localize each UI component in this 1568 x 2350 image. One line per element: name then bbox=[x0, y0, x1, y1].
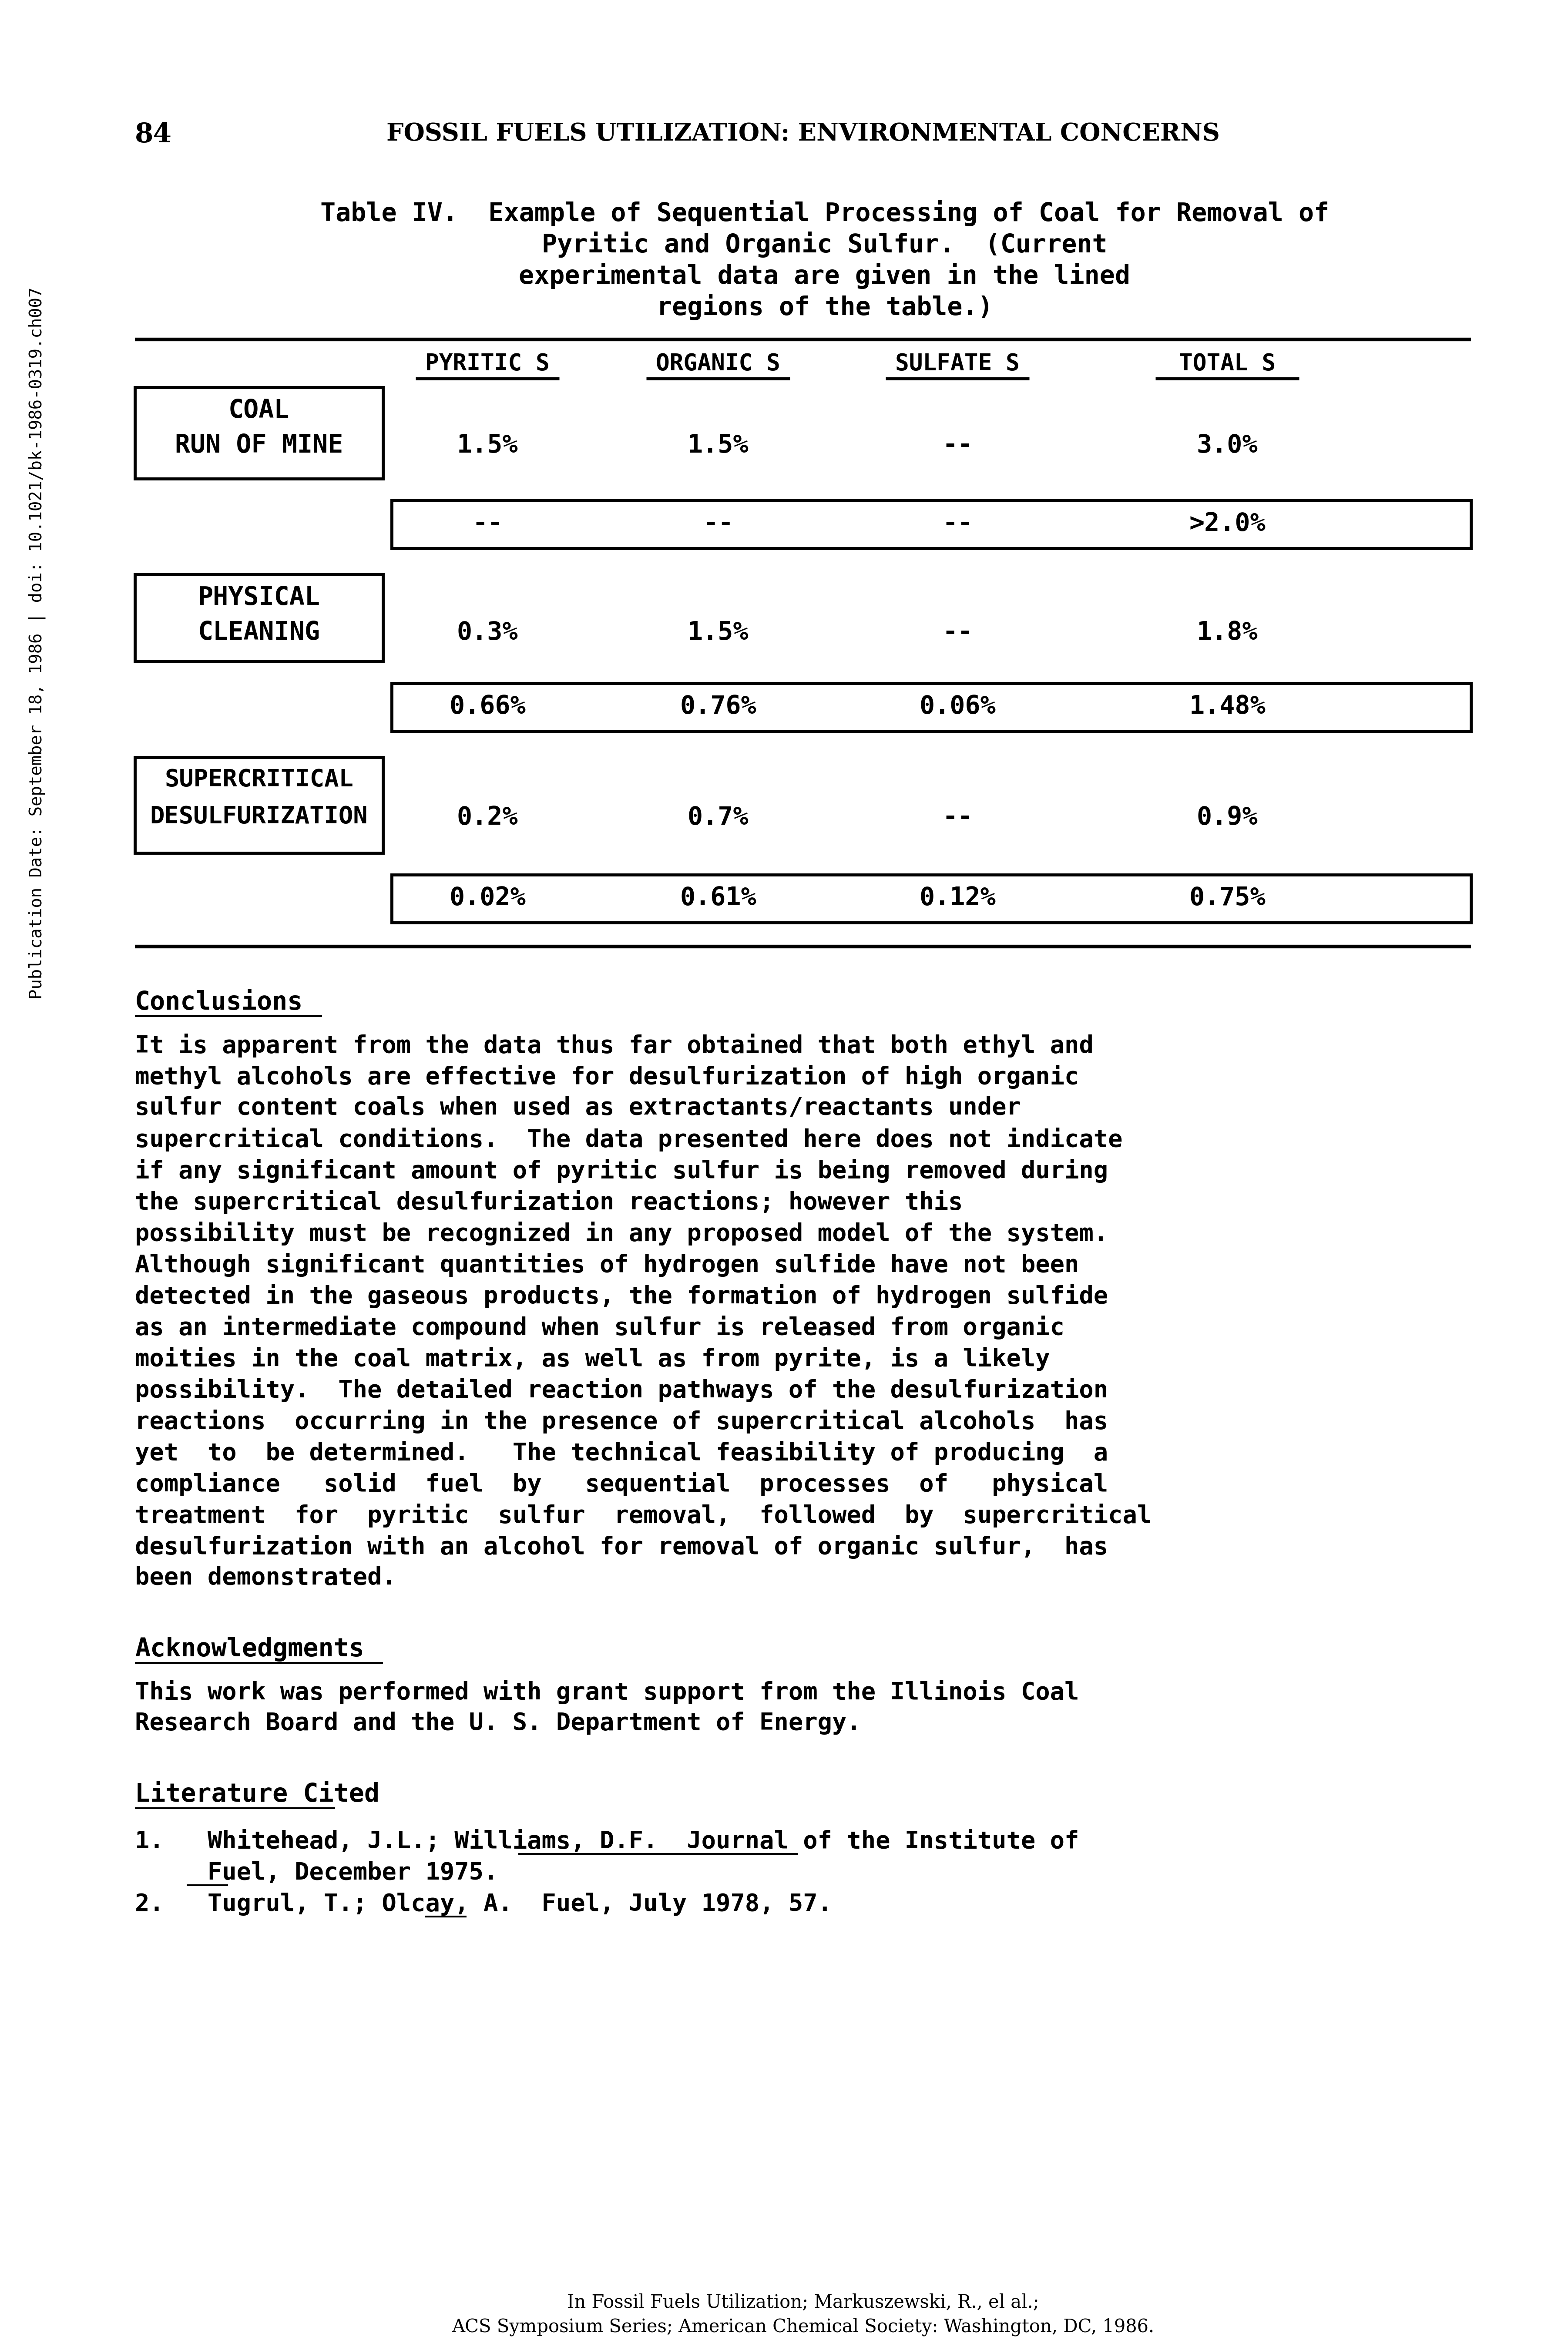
Text: 0.02%: 0.02% bbox=[448, 886, 525, 909]
Text: if any significant amount of pyritic sulfur is being removed during: if any significant amount of pyritic sul… bbox=[135, 1159, 1109, 1182]
Text: ORGANIC S: ORGANIC S bbox=[655, 352, 781, 376]
Text: --: -- bbox=[702, 512, 734, 536]
Text: detected in the gaseous products, the formation of hydrogen sulfide: detected in the gaseous products, the fo… bbox=[135, 1283, 1109, 1309]
Text: 1.5%: 1.5% bbox=[687, 620, 748, 644]
Text: 0.06%: 0.06% bbox=[919, 693, 996, 719]
Text: 1.   Whitehead, J.L.; Williams, D.F.  Journal of the Institute of: 1. Whitehead, J.L.; Williams, D.F. Journ… bbox=[135, 1831, 1079, 1854]
Text: 0.76%: 0.76% bbox=[681, 693, 756, 719]
Text: FOSSIL FUELS UTILIZATION: ENVIRONMENTAL CONCERNS: FOSSIL FUELS UTILIZATION: ENVIRONMENTAL … bbox=[386, 122, 1220, 146]
Text: compliance   solid  fuel  by   sequential  processes  of   physical: compliance solid fuel by sequential proc… bbox=[135, 1471, 1109, 1497]
Text: DESULFURIZATION: DESULFURIZATION bbox=[151, 806, 368, 827]
Text: possibility.  The detailed reaction pathways of the desulfurization: possibility. The detailed reaction pathw… bbox=[135, 1377, 1109, 1403]
Text: 0.75%: 0.75% bbox=[1189, 886, 1265, 909]
Text: 0.66%: 0.66% bbox=[448, 693, 525, 719]
Text: COAL: COAL bbox=[229, 397, 290, 423]
Text: Research Board and the U. S. Department of Energy.: Research Board and the U. S. Department … bbox=[135, 1711, 861, 1734]
Text: 0.61%: 0.61% bbox=[681, 886, 756, 909]
Text: PYRITIC S: PYRITIC S bbox=[425, 352, 550, 376]
Text: possibility must be recognized in any proposed model of the system.: possibility must be recognized in any pr… bbox=[135, 1222, 1109, 1246]
Text: the supercritical desulfurization reactions; however this: the supercritical desulfurization reacti… bbox=[135, 1189, 963, 1215]
Text: 0.9%: 0.9% bbox=[1196, 806, 1258, 830]
Text: reactions  occurring in the presence of supercritical alcohols  has: reactions occurring in the presence of s… bbox=[135, 1410, 1109, 1434]
Text: CLEANING: CLEANING bbox=[198, 620, 320, 644]
Text: Fuel, December 1975.: Fuel, December 1975. bbox=[135, 1861, 499, 1885]
Text: Publication Date: September 18, 1986 | doi: 10.1021/bk-1986-0319.ch007: Publication Date: September 18, 1986 | d… bbox=[28, 287, 45, 999]
Text: yet  to  be determined.   The technical feasibility of producing  a: yet to be determined. The technical feas… bbox=[135, 1441, 1109, 1464]
Text: 1.5%: 1.5% bbox=[456, 432, 517, 458]
Text: supercritical conditions.  The data presented here does not indicate: supercritical conditions. The data prese… bbox=[135, 1128, 1123, 1152]
Text: 0.3%: 0.3% bbox=[456, 620, 517, 644]
Text: Pyritic and Organic Sulfur.  (Current: Pyritic and Organic Sulfur. (Current bbox=[543, 233, 1107, 258]
Text: 3.0%: 3.0% bbox=[1196, 432, 1258, 458]
Text: SULFATE S: SULFATE S bbox=[895, 352, 1019, 376]
Text: It is apparent from the data thus far obtained that both ethyl and: It is apparent from the data thus far ob… bbox=[135, 1034, 1093, 1058]
Text: sulfur content coals when used as extractants/reactants under: sulfur content coals when used as extrac… bbox=[135, 1095, 1021, 1119]
Text: ACS Symposium Series; American Chemical Society: Washington, DC, 1986.: ACS Symposium Series; American Chemical … bbox=[452, 2317, 1154, 2336]
Text: 0.2%: 0.2% bbox=[456, 806, 517, 830]
Text: TOTAL S: TOTAL S bbox=[1179, 352, 1276, 376]
Text: 1.5%: 1.5% bbox=[687, 432, 748, 458]
FancyBboxPatch shape bbox=[392, 684, 1471, 731]
Text: desulfurization with an alcohol for removal of organic sulfur,  has: desulfurization with an alcohol for remo… bbox=[135, 1535, 1109, 1558]
Text: Table IV.  Example of Sequential Processing of Coal for Removal of: Table IV. Example of Sequential Processi… bbox=[320, 200, 1330, 226]
FancyBboxPatch shape bbox=[392, 501, 1471, 548]
Text: 0.12%: 0.12% bbox=[919, 886, 996, 909]
Text: PHYSICAL: PHYSICAL bbox=[198, 585, 320, 611]
Text: 2.   Tugrul, T.; Olcay, A.  Fuel, July 1978, 57.: 2. Tugrul, T.; Olcay, A. Fuel, July 1978… bbox=[135, 1892, 833, 1915]
FancyBboxPatch shape bbox=[135, 573, 383, 660]
FancyBboxPatch shape bbox=[392, 874, 1471, 924]
Text: --: -- bbox=[942, 806, 972, 830]
Text: >2.0%: >2.0% bbox=[1189, 512, 1265, 536]
Text: SUPERCRITICAL: SUPERCRITICAL bbox=[165, 768, 353, 792]
Text: In Fossil Fuels Utilization; Markuszewski, R., el al.;: In Fossil Fuels Utilization; Markuszewsk… bbox=[568, 2294, 1040, 2312]
Text: 1.8%: 1.8% bbox=[1196, 620, 1258, 644]
Text: 0.7%: 0.7% bbox=[687, 806, 748, 830]
Text: Acknowledgments: Acknowledgments bbox=[135, 1636, 364, 1661]
Text: methyl alcohols are effective for desulfurization of high organic: methyl alcohols are effective for desulf… bbox=[135, 1065, 1079, 1088]
Text: --: -- bbox=[472, 512, 503, 536]
Text: treatment  for  pyritic  sulfur  removal,  followed  by  supercritical: treatment for pyritic sulfur removal, fo… bbox=[135, 1504, 1151, 1528]
Text: --: -- bbox=[942, 620, 972, 644]
FancyBboxPatch shape bbox=[135, 757, 383, 853]
Text: experimental data are given in the lined: experimental data are given in the lined bbox=[519, 263, 1131, 289]
Text: Although significant quantities of hydrogen sulfide have not been: Although significant quantities of hydro… bbox=[135, 1253, 1079, 1276]
Text: been demonstrated.: been demonstrated. bbox=[135, 1565, 397, 1589]
Text: Conclusions: Conclusions bbox=[135, 989, 303, 1015]
Text: 1.48%: 1.48% bbox=[1189, 693, 1265, 719]
Text: regions of the table.): regions of the table.) bbox=[657, 294, 993, 320]
Text: 84: 84 bbox=[135, 122, 172, 148]
Text: RUN OF MINE: RUN OF MINE bbox=[176, 432, 343, 458]
Text: moities in the coal matrix, as well as from pyrite, is a likely: moities in the coal matrix, as well as f… bbox=[135, 1347, 1051, 1370]
Text: --: -- bbox=[942, 512, 972, 536]
FancyBboxPatch shape bbox=[135, 388, 383, 479]
Text: --: -- bbox=[942, 432, 972, 458]
Text: Literature Cited: Literature Cited bbox=[135, 1781, 379, 1807]
Text: as an intermediate compound when sulfur is released from organic: as an intermediate compound when sulfur … bbox=[135, 1316, 1065, 1340]
Text: This work was performed with grant support from the Illinois Coal: This work was performed with grant suppo… bbox=[135, 1680, 1079, 1704]
